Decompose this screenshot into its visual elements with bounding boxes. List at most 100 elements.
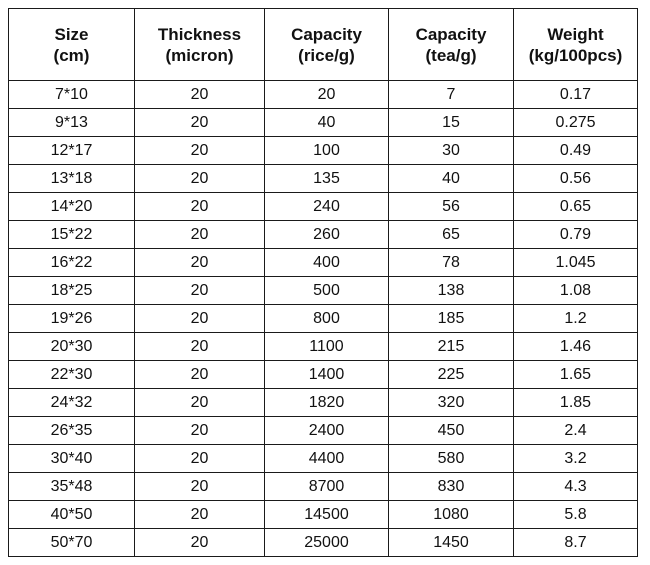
header-capacity-rice-title: Capacity [291,24,362,44]
table-row: 9*13 20 40 15 0.275 [8,108,638,137]
cell-capacity-tea: 580 [388,444,514,473]
cell-capacity-tea: 830 [388,472,514,501]
cell-thickness: 20 [134,248,265,277]
table-row: 7*10 20 20 7 0.17 [8,80,638,109]
spec-table-container: Size (cm) Thickness (micron) Capacity (r… [8,8,638,557]
header-capacity-tea-unit: (tea/g) [425,45,477,65]
table-body: 7*10 20 20 7 0.17 9*13 20 40 15 0.275 12*17 20 100 30… [8,80,638,557]
cell-capacity-rice: 8700 [264,472,389,501]
cell-capacity-rice: 20 [264,80,389,109]
cell-size: 16*22 [8,248,135,277]
cell-capacity-rice: 135 [264,164,389,193]
header-weight: Weight (kg/100pcs) [513,8,638,81]
cell-capacity-rice: 2400 [264,416,389,445]
table-row: 26*35 20 2400 450 2.4 [8,416,638,445]
cell-thickness: 20 [134,164,265,193]
table-row: 30*40 20 4400 580 3.2 [8,444,638,473]
cell-size: 19*26 [8,304,135,333]
cell-weight: 0.49 [513,136,638,165]
header-weight-title: Weight [547,24,604,44]
cell-weight: 0.79 [513,220,638,249]
cell-weight: 0.275 [513,108,638,137]
cell-size: 22*30 [8,360,135,389]
cell-size: 26*35 [8,416,135,445]
table-row: 16*22 20 400 78 1.045 [8,248,638,277]
cell-weight: 0.17 [513,80,638,109]
cell-capacity-rice: 260 [264,220,389,249]
cell-capacity-tea: 30 [388,136,514,165]
cell-capacity-tea: 78 [388,248,514,277]
cell-capacity-rice: 1820 [264,388,389,417]
cell-weight: 0.56 [513,164,638,193]
cell-capacity-rice: 240 [264,192,389,221]
header-row: Size (cm) Thickness (micron) Capacity (r… [8,8,638,81]
cell-capacity-tea: 1080 [388,500,514,529]
table-row: 35*48 20 8700 830 4.3 [8,472,638,501]
cell-capacity-tea: 65 [388,220,514,249]
cell-capacity-rice: 500 [264,276,389,305]
cell-size: 40*50 [8,500,135,529]
cell-size: 9*13 [8,108,135,137]
cell-thickness: 20 [134,388,265,417]
table-row: 19*26 20 800 185 1.2 [8,304,638,333]
cell-thickness: 20 [134,108,265,137]
cell-capacity-tea: 185 [388,304,514,333]
header-weight-unit: (kg/100pcs) [528,45,623,65]
cell-weight: 1.2 [513,304,638,333]
header-thickness: Thickness (micron) [134,8,265,81]
cell-size: 20*30 [8,332,135,361]
cell-weight: 3.2 [513,444,638,473]
table-row: 13*18 20 135 40 0.56 [8,164,638,193]
table-row: 24*32 20 1820 320 1.85 [8,388,638,417]
cell-size: 7*10 [8,80,135,109]
cell-thickness: 20 [134,360,265,389]
cell-size: 15*22 [8,220,135,249]
cell-weight: 4.3 [513,472,638,501]
cell-capacity-tea: 320 [388,388,514,417]
table-row: 20*30 20 1100 215 1.46 [8,332,638,361]
cell-weight: 0.65 [513,192,638,221]
cell-weight: 8.7 [513,528,638,557]
table-row: 15*22 20 260 65 0.79 [8,220,638,249]
cell-capacity-tea: 56 [388,192,514,221]
cell-thickness: 20 [134,416,265,445]
cell-size: 35*48 [8,472,135,501]
header-size-unit: (cm) [53,45,90,65]
cell-size: 18*25 [8,276,135,305]
cell-thickness: 20 [134,332,265,361]
table-row: 12*17 20 100 30 0.49 [8,136,638,165]
table-row: 22*30 20 1400 225 1.65 [8,360,638,389]
header-capacity-tea: Capacity (tea/g) [388,8,514,81]
cell-weight: 1.85 [513,388,638,417]
cell-weight: 1.46 [513,332,638,361]
cell-capacity-rice: 1400 [264,360,389,389]
cell-thickness: 20 [134,472,265,501]
cell-capacity-rice: 4400 [264,444,389,473]
cell-size: 50*70 [8,528,135,557]
cell-capacity-tea: 450 [388,416,514,445]
cell-weight: 1.65 [513,360,638,389]
cell-weight: 2.4 [513,416,638,445]
table-row: 50*70 20 25000 1450 8.7 [8,528,638,557]
cell-thickness: 20 [134,220,265,249]
cell-weight: 1.045 [513,248,638,277]
cell-thickness: 20 [134,444,265,473]
cell-capacity-rice: 1100 [264,332,389,361]
table-row: 14*20 20 240 56 0.65 [8,192,638,221]
cell-capacity-tea: 7 [388,80,514,109]
cell-capacity-rice: 25000 [264,528,389,557]
header-size: Size (cm) [8,8,135,81]
cell-thickness: 20 [134,528,265,557]
cell-size: 13*18 [8,164,135,193]
cell-thickness: 20 [134,80,265,109]
cell-capacity-rice: 14500 [264,500,389,529]
header-thickness-title: Thickness [157,24,242,44]
cell-capacity-tea: 225 [388,360,514,389]
header-thickness-unit: (micron) [165,45,234,65]
header-capacity-tea-title: Capacity [415,24,487,44]
header-capacity-rice-unit: (rice/g) [298,45,355,65]
cell-weight: 1.08 [513,276,638,305]
bag-specification-table: Size (cm) Thickness (micron) Capacity (r… [8,8,638,557]
cell-thickness: 20 [134,276,265,305]
cell-thickness: 20 [134,500,265,529]
